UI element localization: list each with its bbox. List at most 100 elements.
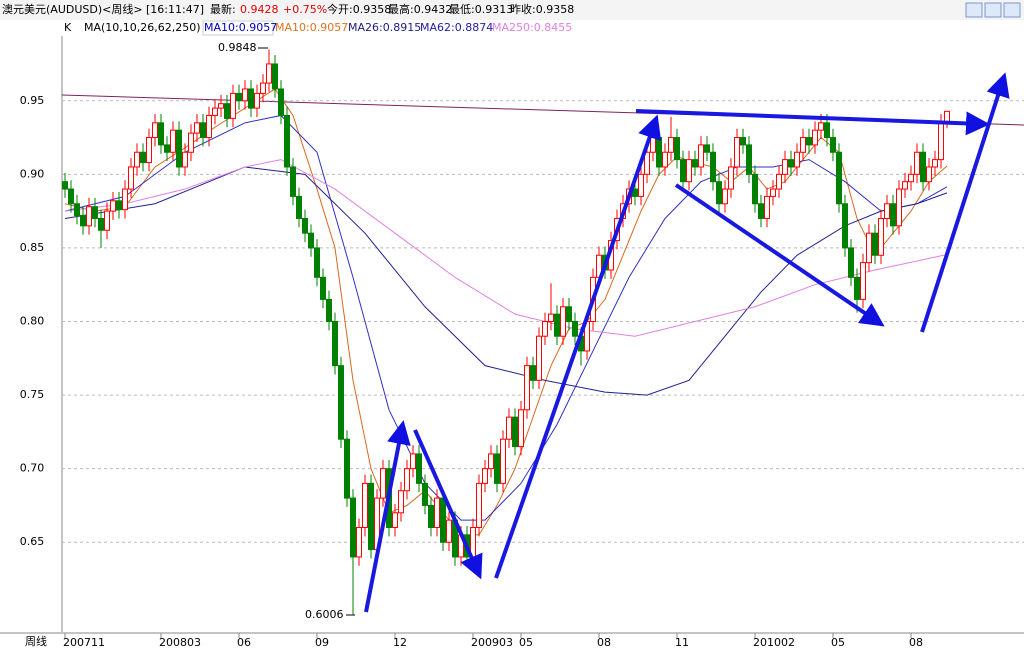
candle-body <box>902 181 908 190</box>
candle-body <box>812 129 818 146</box>
candle-body <box>410 453 416 470</box>
candle-body <box>236 92 242 102</box>
candle-body <box>224 103 230 119</box>
candle-body <box>206 114 212 139</box>
y-tick-label: 0.65 <box>20 535 45 548</box>
candle-body <box>884 203 890 219</box>
candle-body <box>380 468 386 499</box>
candle-body <box>932 159 938 168</box>
candle-body <box>746 144 752 175</box>
candle-body <box>818 122 824 131</box>
candle-body <box>398 490 404 514</box>
candle-body <box>896 188 902 227</box>
candle-body <box>182 151 188 168</box>
high-annotation: 0.9848 <box>218 41 257 54</box>
candle-body <box>62 181 68 190</box>
arrow <box>494 114 662 579</box>
candle-body <box>290 166 296 197</box>
candle-body <box>128 166 134 190</box>
candle-body <box>938 121 944 161</box>
legend-item: MA250:0.8455 <box>492 21 572 34</box>
candle-body <box>140 151 146 164</box>
ma-params: MA(10,10,26,62,250) <box>84 21 201 34</box>
candle-body <box>500 438 506 484</box>
candle-body <box>770 188 776 197</box>
candle-body <box>704 144 710 153</box>
candle-body <box>668 137 674 153</box>
candle-body <box>218 103 224 109</box>
candle-body <box>680 159 686 183</box>
candle-body <box>536 335 542 381</box>
candle-body <box>572 320 578 337</box>
candle-body <box>788 159 794 168</box>
candle-body <box>722 188 728 205</box>
arrow <box>920 72 1010 333</box>
candle-body <box>266 63 272 84</box>
button[interactable] <box>1003 2 1021 18</box>
candle-body <box>248 88 254 109</box>
high: 最高:0.9432 <box>388 2 452 16</box>
candle-body <box>356 527 362 558</box>
candle-body <box>212 107 218 116</box>
candle-body <box>512 416 518 448</box>
button[interactable] <box>984 2 1002 18</box>
candle-body <box>824 122 830 139</box>
latest-label: 最新: <box>210 2 236 16</box>
x-tick-label: 09 <box>315 636 329 649</box>
candle-body <box>476 482 482 529</box>
candle-body <box>716 181 722 205</box>
x-tick-label: 05 <box>519 636 533 649</box>
candle-body <box>524 365 530 411</box>
candle-body <box>338 365 344 440</box>
x-tick-label: 200903 <box>471 636 513 649</box>
candle-body <box>152 122 158 139</box>
nav-buttons[interactable] <box>965 2 1021 18</box>
candle-body <box>650 137 656 153</box>
arrow <box>413 429 483 580</box>
candle-body <box>542 320 548 337</box>
candle-body <box>842 203 848 249</box>
candle-body <box>434 497 440 529</box>
candle-body <box>848 247 854 278</box>
candle-body <box>836 151 842 205</box>
candle-body <box>686 159 692 183</box>
candle-body <box>98 217 104 231</box>
x-tick-label: 05 <box>831 636 845 649</box>
candle-body <box>830 137 836 153</box>
x-tick-label: 08 <box>909 636 923 649</box>
candle-body <box>560 306 566 337</box>
candle-body <box>158 122 164 146</box>
y-tick-label: 0.70 <box>20 462 45 475</box>
drawn-arrows <box>364 72 1010 613</box>
candle-body <box>554 313 560 337</box>
candle-body <box>134 151 140 168</box>
candle-body <box>752 173 758 205</box>
candle-body <box>314 247 320 278</box>
candle-body <box>662 151 668 168</box>
candle-body <box>86 206 92 227</box>
candle-body <box>638 173 644 197</box>
period: 周线 <box>25 634 47 648</box>
candle-body <box>92 206 98 219</box>
candle-body <box>116 200 122 211</box>
arrow <box>635 109 990 136</box>
candle-body <box>920 151 926 183</box>
candle-body <box>872 232 878 256</box>
y-tick-label: 0.80 <box>20 314 45 327</box>
x-tick-label: 06 <box>237 636 251 649</box>
k-label: K <box>64 21 72 34</box>
candle-body <box>284 114 290 168</box>
header-bar <box>0 0 1024 20</box>
legend-item: MA10:0.9057 <box>204 21 277 34</box>
x-tick-label: 200711 <box>63 636 105 649</box>
x-tick-label: 12 <box>393 636 407 649</box>
candle-body <box>392 512 398 529</box>
candle-body <box>302 217 308 234</box>
candle-body <box>254 92 260 109</box>
candle-body <box>332 320 338 367</box>
candle-body <box>782 159 788 175</box>
candle-body <box>104 210 110 231</box>
legend-item: MA10:0.9057 <box>275 21 348 34</box>
button[interactable] <box>965 2 983 18</box>
